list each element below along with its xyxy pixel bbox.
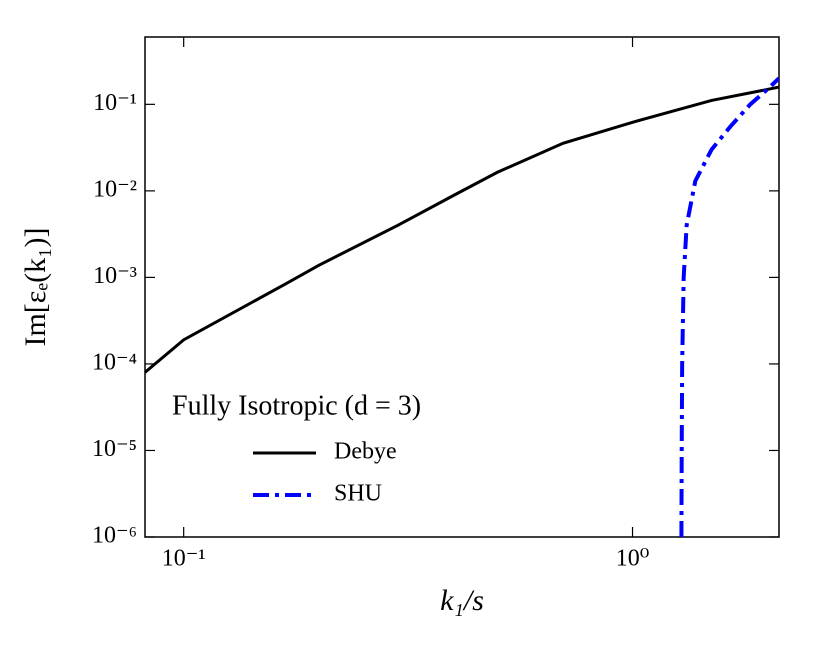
legend-title: Fully Isotropic (d = 3) [172,390,421,421]
y-tick-label: 10⁻⁴ [92,349,137,375]
data-line [679,76,779,537]
data-line [145,85,779,374]
y-tick-label: 10⁻² [93,176,137,202]
y-tick-label: 10⁻⁵ [92,436,137,462]
plot-frame [144,36,780,538]
y-tick-label: 10⁻⁶ [92,523,137,549]
y-tick-label: 10⁻³ [93,263,137,289]
x-tick-label: 10⁻¹ [162,546,206,572]
y-axis-label: Im[εₑ(k₁)] [19,227,52,346]
x-tick-label: 10⁰ [616,546,650,572]
legend-label: Debye [334,439,397,465]
x-axis-label: k₁/s [440,584,484,617]
y-tick-label: 10⁻¹ [93,90,137,116]
legend-label: SHU [334,481,382,507]
